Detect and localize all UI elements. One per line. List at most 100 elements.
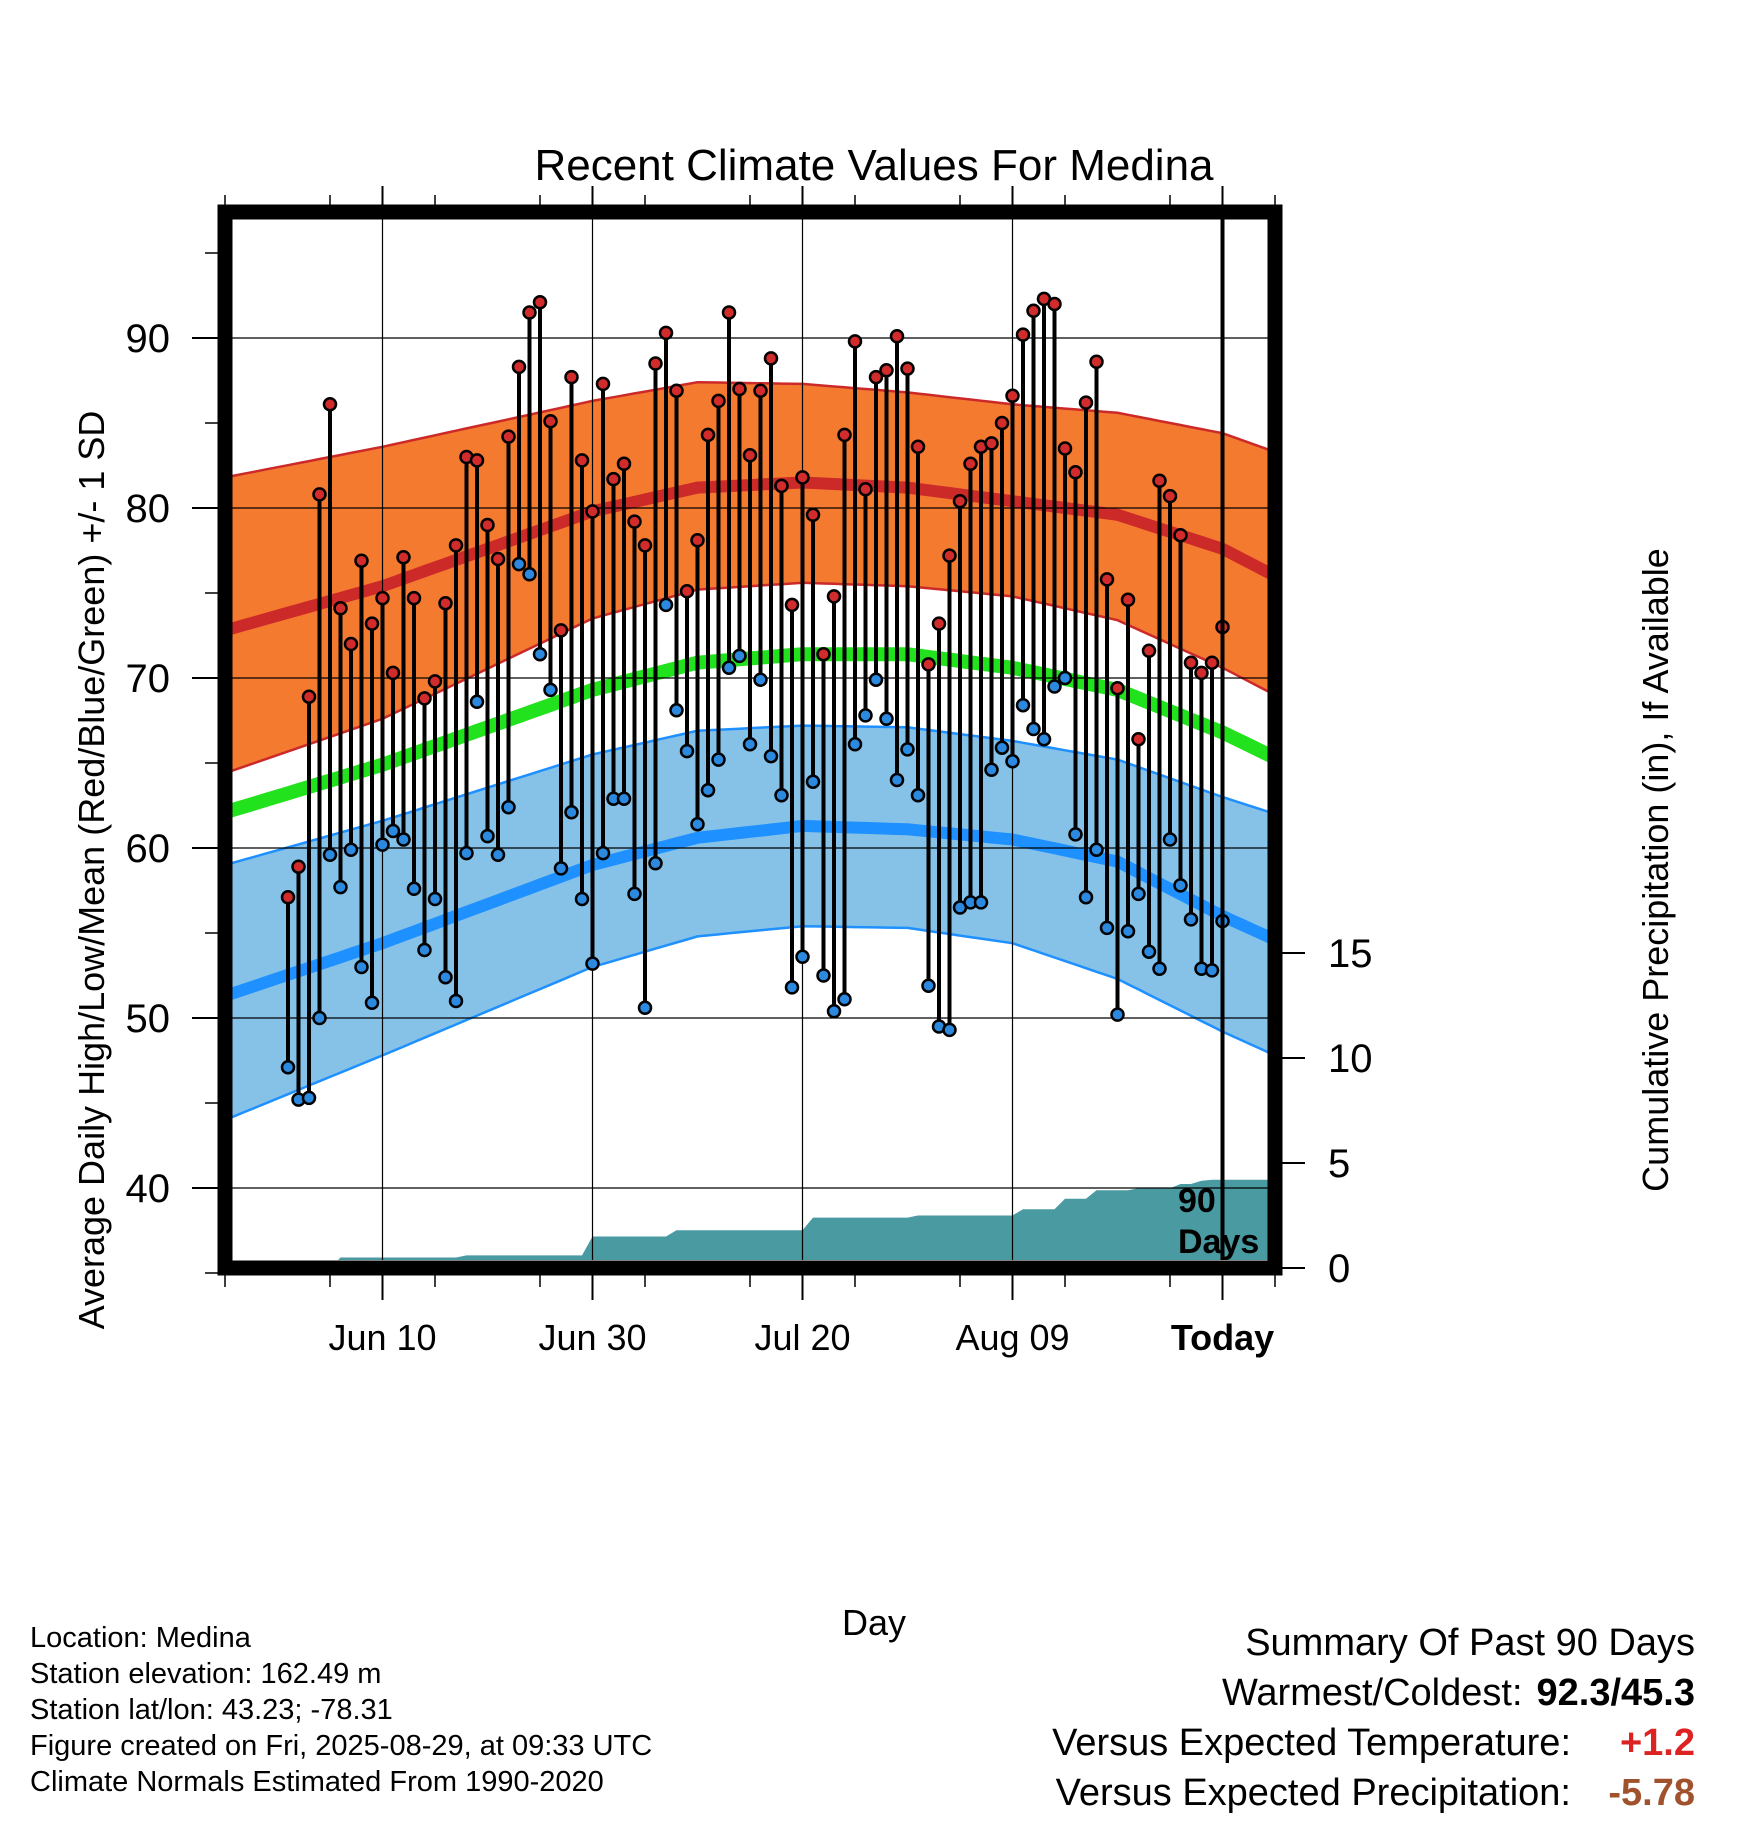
daily-high-point (1162, 488, 1178, 504)
daily-low-point (763, 748, 779, 764)
daily-high-point (910, 439, 926, 455)
daily-low-point (669, 703, 684, 718)
y-tick-label: 90 (126, 317, 171, 361)
daily-low-point (1141, 944, 1157, 959)
daily-high-point (553, 623, 569, 638)
daily-low-point (1162, 832, 1178, 847)
daily-low-point (1005, 754, 1020, 769)
daily-low-point (795, 949, 810, 965)
daily-low-point (354, 959, 369, 975)
daily-low-point (784, 980, 800, 995)
daily-low-point (543, 682, 558, 698)
daily-high-point (994, 415, 1010, 431)
daily-high-point (333, 601, 348, 616)
daily-high-point (763, 351, 779, 366)
daily-low-point (1120, 924, 1136, 939)
daily-high-point (1131, 731, 1146, 747)
daily-high-point (627, 514, 642, 529)
daily-high-point (1204, 655, 1220, 670)
daily-high-point (753, 383, 768, 398)
daily-high-point (301, 689, 317, 704)
daily-high-point (847, 334, 863, 349)
daily-low-point (889, 772, 905, 788)
location-text: Location: Medina (30, 1622, 251, 1654)
y2-tick-label: 0 (1328, 1247, 1350, 1291)
daily-high-point (564, 369, 579, 385)
daily-low-point (375, 837, 390, 852)
daily-high-point (1026, 303, 1041, 319)
latlon-text: Station lat/lon: 43.23; -78.31 (30, 1694, 393, 1726)
daily-low-point (942, 1022, 957, 1038)
warmest-coldest-label: Warmest/Coldest: (1221, 1672, 1523, 1714)
daily-low-point (1036, 731, 1052, 747)
daily-high-point (280, 890, 296, 905)
daily-low-point (700, 782, 716, 798)
daily-low-point (753, 672, 768, 687)
daily-high-point (837, 427, 852, 443)
daily-high-point (375, 590, 390, 606)
daily-low-point (469, 694, 485, 710)
daily-high-point (732, 381, 747, 397)
precip-anomaly-label: Versus Expected Precipitation: (1055, 1772, 1571, 1814)
daily-low-point (984, 762, 999, 778)
daily-high-point (795, 470, 810, 485)
daily-low-point (774, 788, 789, 803)
daily-low-point (532, 646, 548, 662)
daily-high-point (1183, 655, 1199, 670)
daily-high-point (1173, 527, 1188, 543)
daily-high-point (406, 590, 422, 606)
daily-high-point (711, 393, 726, 409)
x-tick-label: Jul 20 (754, 1317, 850, 1358)
daily-high-point (721, 305, 737, 320)
y-tick-label: 50 (126, 997, 171, 1041)
daily-high-point (805, 507, 821, 523)
precip-area (338, 1179, 1268, 1260)
daily-low-point (868, 672, 884, 687)
daily-low-point (837, 992, 852, 1007)
daily-low-point (1204, 963, 1220, 978)
daily-low-point (711, 752, 726, 767)
daily-high-point (742, 448, 758, 463)
daily-low-point (511, 556, 527, 572)
daily-low-point (690, 816, 705, 832)
daily-high-point (1047, 296, 1062, 312)
daily-high-point (879, 363, 894, 378)
daily-high-point (1152, 473, 1167, 489)
daily-low-point (490, 847, 506, 863)
daily-low-point (637, 1000, 653, 1016)
created-text: Figure created on Fri, 2025-08-29, at 09… (30, 1730, 653, 1762)
daily-high-point (1099, 572, 1115, 587)
daily-low-point (921, 978, 936, 993)
daily-high-point (648, 356, 663, 371)
daily-high-point (1005, 388, 1020, 404)
daily-high-point (522, 305, 537, 320)
daily-low-point (301, 1090, 317, 1106)
y2-tick-label: 15 (1328, 932, 1373, 976)
y-axis-label: Average Daily High/Low/Mean (Red/Blue/Gr… (71, 411, 112, 1330)
y-tick-label: 60 (126, 827, 171, 871)
x-axis-label: Day (842, 1602, 906, 1643)
plot-frame (217, 204, 1283, 1276)
daily-high-point (291, 859, 306, 874)
daily-high-point (690, 533, 705, 548)
daily-low-point (1078, 890, 1094, 905)
daily-high-point (585, 504, 600, 519)
daily-high-point (543, 414, 558, 429)
daily-low-point (1047, 679, 1062, 694)
daily-low-point (322, 847, 338, 863)
daily-high-point (364, 616, 380, 631)
daily-low-point (994, 740, 1010, 755)
daily-high-point (637, 538, 653, 553)
low-sd-band-lower-edge (232, 924, 1268, 1119)
daily-high-point (921, 657, 936, 672)
daily-low-point (438, 969, 453, 985)
daily-high-point (438, 595, 453, 611)
period-label-number: 90 (1178, 1182, 1216, 1220)
daily-low-point (364, 995, 380, 1010)
daily-high-point (942, 548, 957, 563)
daily-low-point (1015, 697, 1031, 713)
daily-low-point (900, 742, 915, 757)
daily-low-point (658, 597, 674, 613)
period-label-days: Days (1178, 1223, 1259, 1261)
